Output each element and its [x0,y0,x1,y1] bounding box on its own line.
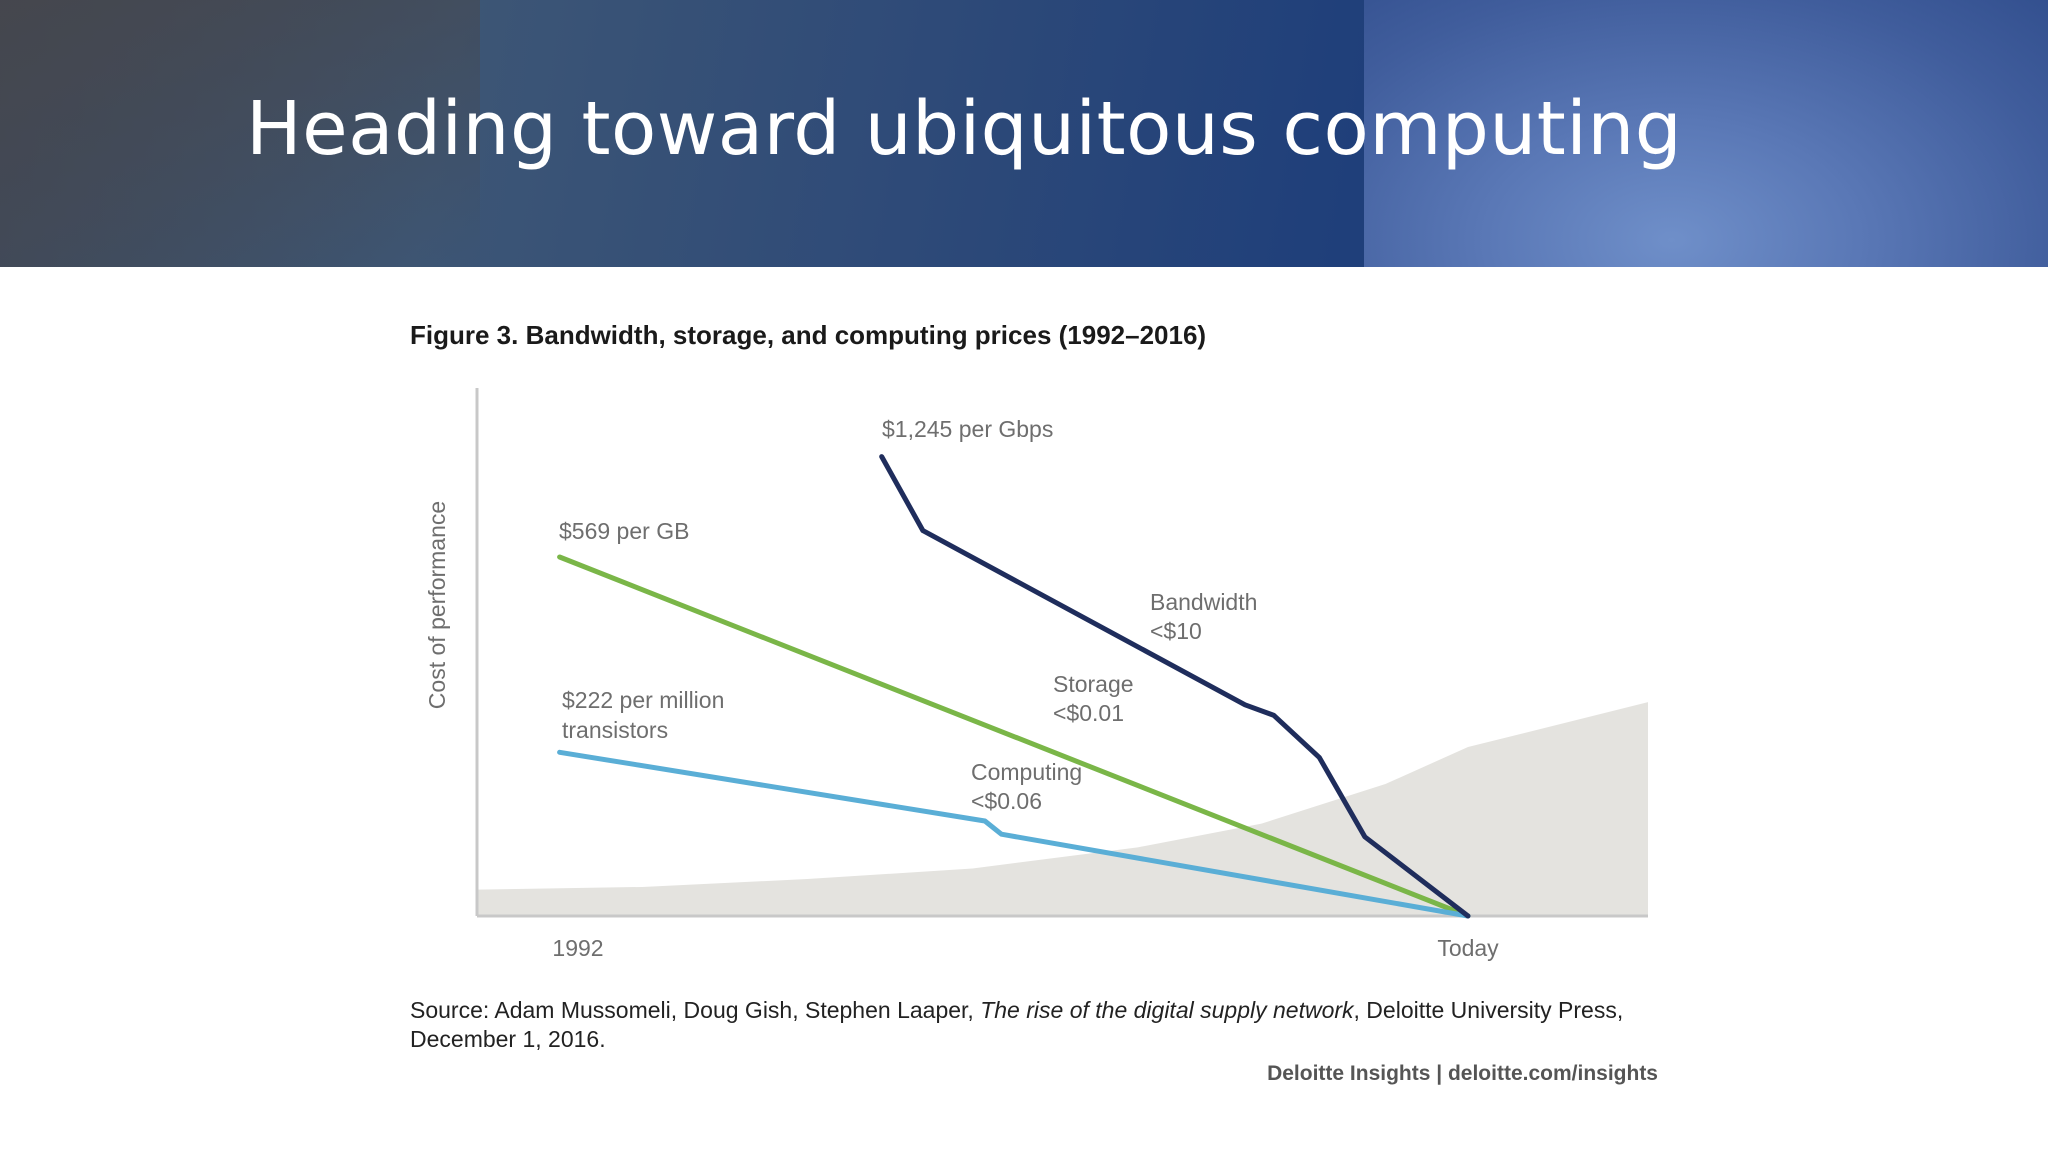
source-publication-title: The rise of the digital supply network [980,997,1354,1023]
computing-line [557,749,1471,919]
storage-end-label: Storage [1053,671,1134,697]
banner-shade [0,0,480,267]
bandwidth-line [879,454,1471,919]
y-axis-label: Cost of performance [424,501,450,709]
storage-end-value: <$0.01 [1053,700,1124,726]
slide-title: Heading toward ubiquitous computing [246,86,1683,172]
figure-title: Figure 3. Bandwidth, storage, and comput… [410,320,1207,350]
source-suffix: , Deloitte University Press, December 1,… [410,997,1624,1052]
title-banner [0,0,2048,267]
bandwidth-end-value: <$10 [1150,618,1202,644]
storage-line [557,554,1471,919]
source-prefix: Source: Adam Mussomeli, Doug Gish, Steph… [410,997,981,1023]
x-tick-label-end: Today [1437,935,1499,961]
bandwidth-start-label: $1,245 per Gbps [882,416,1053,442]
source-note: Source: Adam Mussomeli, Doug Gish, Steph… [410,996,1660,1054]
computing-start-label: $222 per million transistors [562,687,731,743]
bandwidth-end-label: Bandwidth [1150,589,1257,615]
publisher-credit: Deloitte Insights | deloitte.com/insight… [1267,1062,1658,1085]
computing-end-label: Computing [971,759,1082,785]
banner-highlight-panel [1364,0,2048,267]
x-tick-label-start: 1992 [552,935,603,961]
computing-end-value: <$0.06 [971,788,1042,814]
background-area [477,702,1648,916]
storage-start-label: $569 per GB [559,518,689,544]
